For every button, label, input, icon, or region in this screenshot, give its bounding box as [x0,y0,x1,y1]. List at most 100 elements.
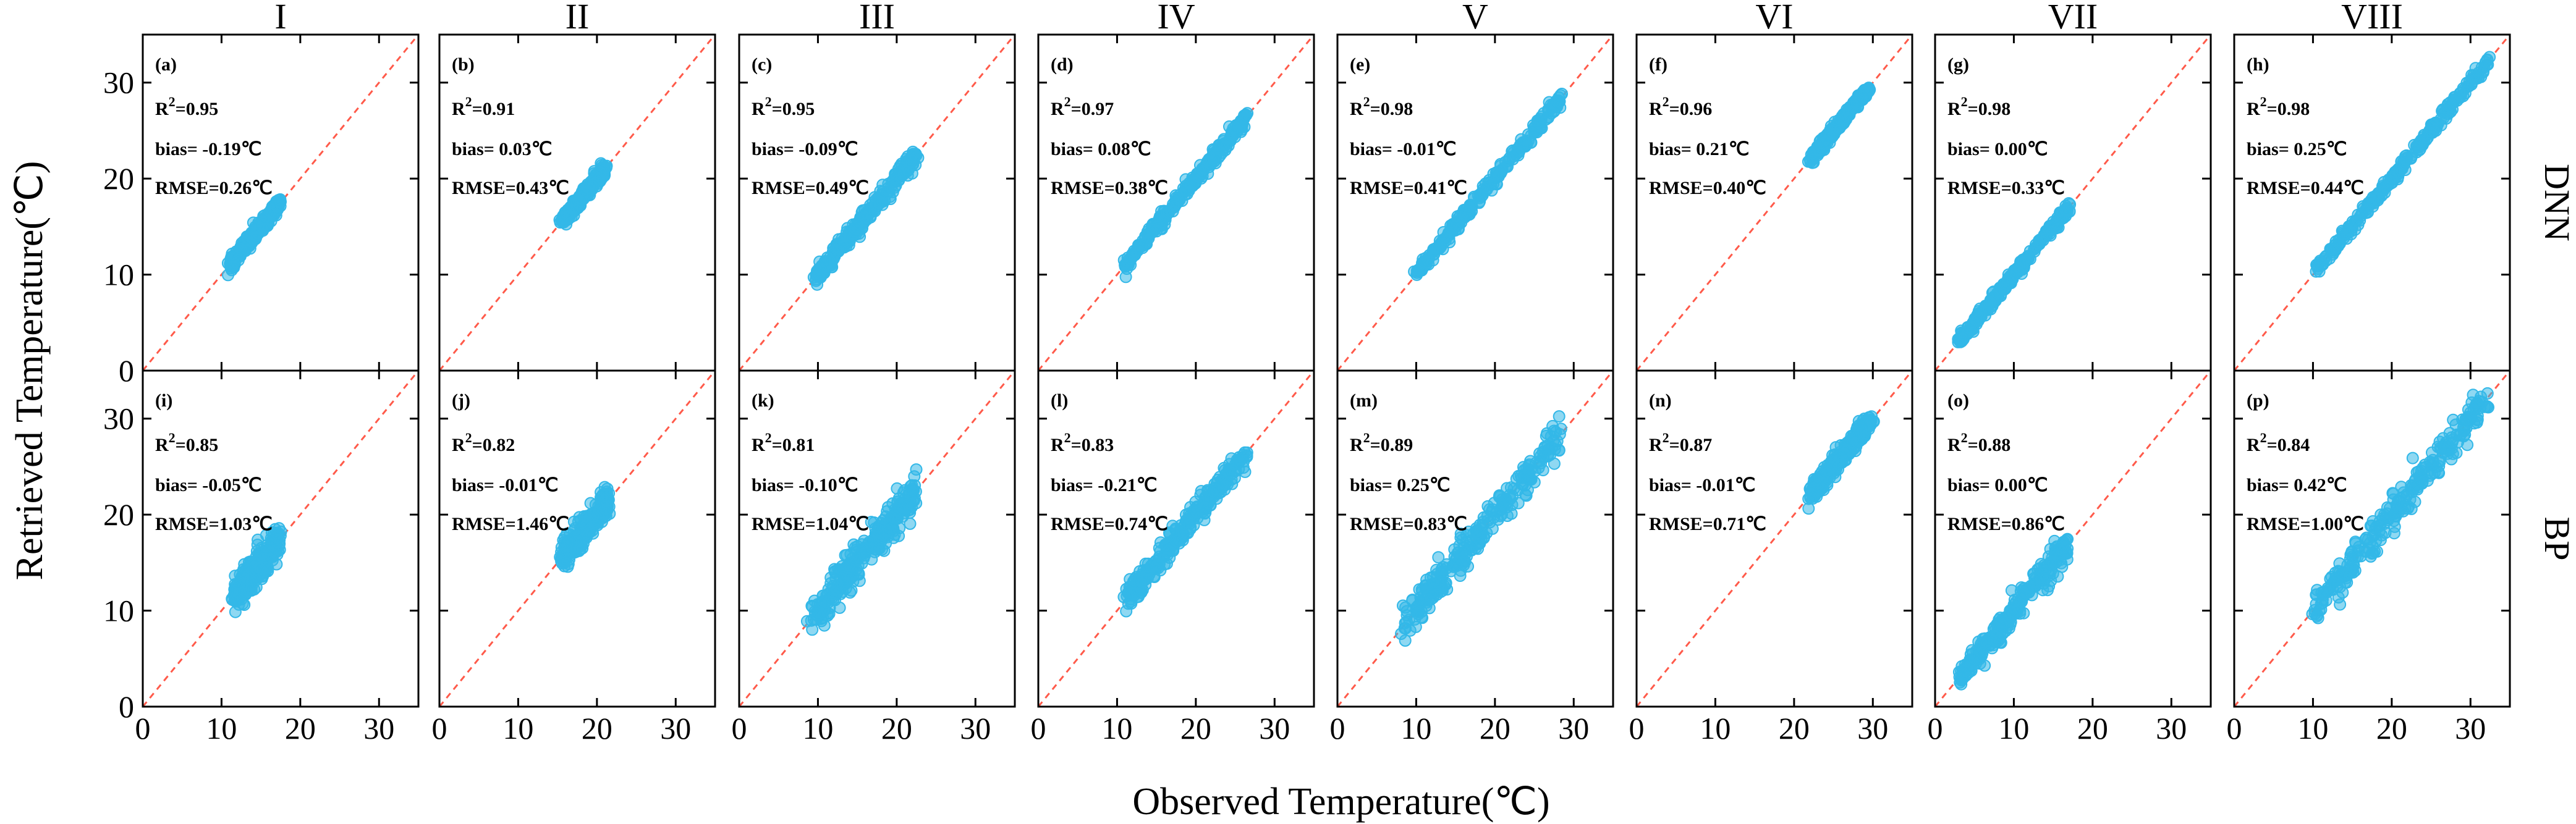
data-point [910,497,923,510]
bias-value: bias= -0.19℃ [155,139,261,159]
data-point [1210,146,1222,159]
column-label: V [1462,0,1488,36]
points [553,157,613,231]
panel-b: (b) R2=0.91 bias= 0.03℃ RMSE=0.43℃ [438,33,716,372]
x-tick-label: 0 [1031,711,1046,746]
data-point [1501,501,1514,513]
panel-p: 0 10 20 30 (p) R2=0.84 bias= 0.42℃ RMSE=1.00℃ [2227,369,2511,746]
y-tick-label: 30 [103,401,134,436]
x-tick-label: 30 [1857,711,1888,746]
panel-frame [1336,369,1614,708]
reference-line [1637,371,1912,707]
data-point [2345,560,2358,573]
rmse-value: RMSE=0.86℃ [1947,514,2065,534]
data-point [1829,456,1842,469]
reference-line [1637,35,1912,371]
rmse-value: RMSE=0.33℃ [1947,178,2065,198]
x-tick-label: 20 [1180,711,1211,746]
panel-l: 0 10 20 30 (l) R2=0.83 bias= -0.21℃ RMSE=0.74℃ [1031,369,1315,746]
data-point [2059,200,2072,212]
r2-value: R2=0.83 [1051,430,1114,455]
data-point [2334,233,2347,246]
data-point [905,484,918,497]
rmse-value: RMSE=0.83℃ [1350,514,1467,534]
bias-value: bias= -0.01℃ [1649,475,1755,495]
data-point [1492,170,1505,183]
data-point [581,185,594,198]
data-point [570,198,583,211]
data-point [1203,494,1215,507]
data-point [873,533,886,545]
data-point [1472,537,1485,550]
data-point [597,164,610,177]
points [1802,82,1876,169]
data-point [598,491,610,504]
data-point [268,200,281,212]
data-point [1553,410,1566,423]
data-point [908,470,921,483]
data-point [2308,603,2321,616]
x-tick-label: 0 [1330,711,1345,746]
panel-tag: (i) [155,390,172,411]
data-point [2352,208,2365,221]
data-point [256,213,269,226]
x-tick-label: 10 [1700,711,1731,746]
points [554,481,616,573]
points [800,463,923,636]
data-point [586,517,599,529]
panel-frame [1037,369,1315,708]
r2-value: R2=0.98 [2247,94,2310,119]
data-point [887,174,899,187]
panel-m: 0 10 20 30 (m) R2=0.89 bias= 0.25℃ RMSE=0.83℃ [1330,369,1614,746]
x-tick-label: 20 [582,711,612,746]
panel-g: (g) R2=0.98 bias= 0.00℃ RMSE=0.33℃ [1934,33,2212,372]
panel-tag: (f) [1649,54,1667,75]
data-point [1213,471,1226,484]
data-point [813,597,826,610]
data-point [833,601,846,614]
data-point [1132,242,1145,255]
data-point [1399,616,1412,629]
x-tick-label: 0 [135,711,151,746]
panel-d: (d) R2=0.97 bias= 0.08℃ RMSE=0.38℃ [1037,33,1315,372]
data-point [2416,476,2429,489]
data-point [558,560,571,573]
bias-value: bias= -0.05℃ [155,475,261,495]
data-point [2433,435,2446,448]
data-point [1958,665,1971,678]
data-point [1866,415,1879,428]
data-point [909,149,922,162]
panel-tag: (p) [2247,390,2269,411]
data-point [271,527,283,539]
x-tick-label: 20 [2077,711,2108,746]
data-point [2028,571,2041,584]
data-point [1477,183,1490,196]
data-point [1432,551,1445,564]
rmse-value: RMSE=1.04℃ [752,514,869,534]
data-point [1166,519,1179,532]
data-point [1122,258,1135,271]
data-point [1119,271,1132,284]
x-tick-label: 30 [960,711,991,746]
x-tick-label: 10 [502,711,533,746]
data-point [1433,581,1446,594]
data-point [2465,411,2478,423]
data-point [1412,608,1425,621]
x-tick-label: 0 [1928,711,1943,746]
bias-value: bias= -0.01℃ [452,475,558,495]
points [807,145,925,291]
x-tick-label: 30 [1259,711,1290,746]
data-point [2006,272,2019,285]
data-point [1454,531,1467,544]
r2-value: R2=0.98 [1350,94,1413,119]
data-point [2457,83,2470,96]
data-point [235,587,248,600]
rmse-value: RMSE=1.46℃ [452,514,569,534]
rmse-value: RMSE=0.43℃ [452,178,569,198]
data-point [1540,429,1553,442]
bias-value: bias= 0.42℃ [2247,475,2347,495]
data-point [595,503,608,516]
x-tick-label: 20 [1779,711,1810,746]
data-point [1538,440,1551,453]
